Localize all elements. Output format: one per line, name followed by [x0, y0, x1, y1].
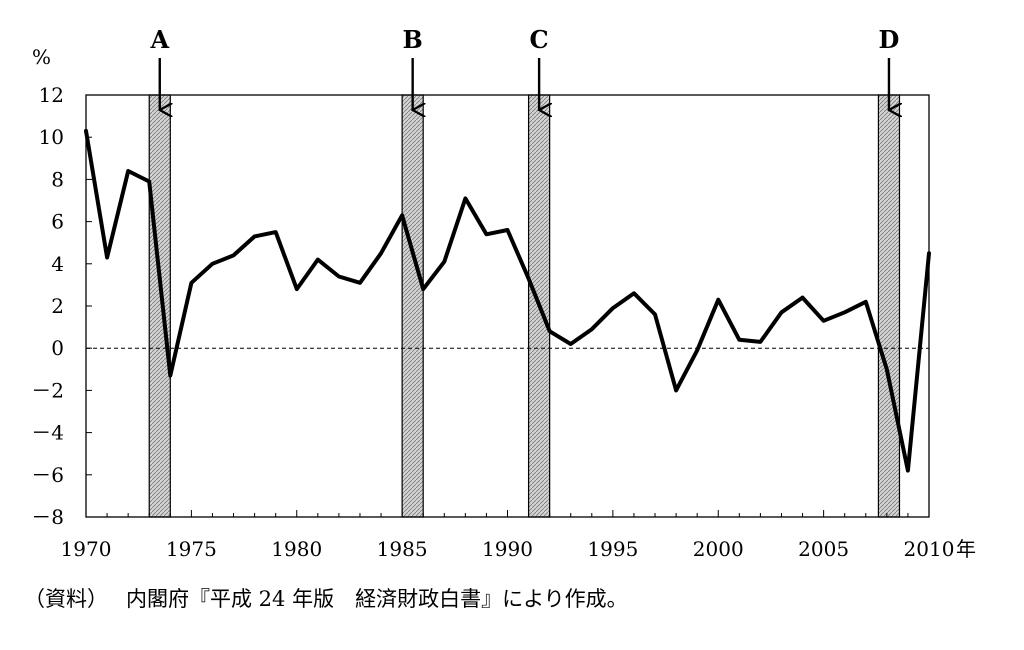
period-band-a [148, 94, 171, 518]
x-tick-label: 1995 [587, 537, 638, 561]
period-band-d [877, 94, 901, 518]
y-tick-label: 10 [39, 125, 64, 149]
y-tick-label: －4 [31, 421, 64, 445]
period-band-b [401, 94, 424, 518]
x-tick-label: 2000 [693, 537, 744, 561]
x-tick-label: 1970 [61, 537, 112, 561]
x-tick-label: 1980 [271, 537, 322, 561]
series-line [84, 128, 931, 473]
y-tick-label: 4 [51, 252, 64, 276]
x-tick-label: 2005 [798, 537, 849, 561]
y-tick-label: －6 [31, 463, 64, 487]
period-label-d: D [879, 25, 900, 54]
source-note-text: 内閣府『平成 24 年版 経済財政白書』により作成。 [126, 587, 628, 611]
period-label-c: C [530, 25, 549, 54]
y-tick-label: －8 [31, 505, 64, 529]
y-tick-label: －2 [31, 378, 64, 402]
x-tick-label: 2010 [904, 537, 955, 561]
y-tick-label: 0 [51, 336, 64, 360]
x-tick-label: 1990 [482, 537, 533, 561]
source-note: （資料） 内閣府『平成 24 年版 経済財政白書』により作成。 [24, 583, 628, 613]
period-label-b: B [403, 25, 423, 54]
x-tick-label: 1985 [377, 537, 428, 561]
period-label-a: A [149, 25, 169, 54]
y-tick-label: 6 [51, 210, 64, 234]
y-tick-label: 2 [51, 294, 64, 318]
period-bands [148, 94, 901, 518]
plot-area-frame [85, 94, 930, 518]
period-markers: A B C D [149, 25, 899, 110]
y-tick-label: 12 [39, 83, 64, 107]
y-axis-ticks: 12 10 8 6 4 2 0 －2 －4 －6 －8 [31, 83, 92, 529]
y-axis-unit-label: % [32, 45, 51, 69]
source-note-prefix: （資料） [24, 587, 108, 611]
x-axis-ticks: 1970 1975 1980 1985 1990 1995 2000 2005 2010 [61, 510, 955, 561]
x-tick-label: 1975 [166, 537, 217, 561]
y-tick-label: 8 [51, 167, 64, 191]
x-axis-unit-label: 年 [956, 537, 976, 561]
